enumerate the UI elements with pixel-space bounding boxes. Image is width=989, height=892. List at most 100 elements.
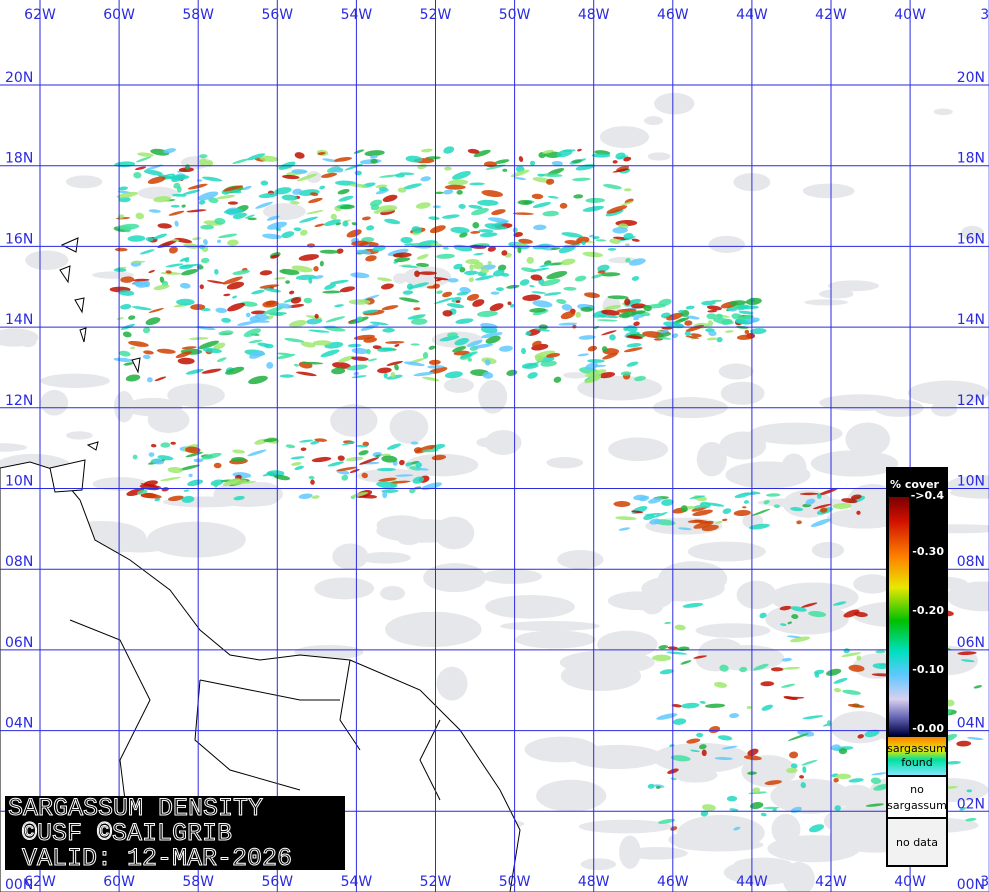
patch bbox=[623, 188, 632, 192]
lat-label: 00N bbox=[5, 877, 33, 892]
patch bbox=[630, 303, 647, 309]
patch bbox=[321, 172, 338, 178]
patch bbox=[634, 375, 646, 382]
patch bbox=[612, 168, 630, 173]
patch bbox=[759, 612, 767, 619]
patch bbox=[147, 176, 166, 184]
cloud bbox=[306, 171, 322, 183]
patch bbox=[223, 293, 231, 297]
patch bbox=[118, 223, 140, 230]
cloud bbox=[577, 375, 663, 401]
patch bbox=[279, 374, 295, 378]
patch bbox=[671, 333, 679, 339]
patch bbox=[248, 375, 268, 385]
patch bbox=[387, 248, 409, 256]
patch bbox=[402, 290, 414, 295]
patch bbox=[591, 153, 611, 158]
cloud bbox=[557, 550, 604, 569]
cloud bbox=[563, 372, 588, 379]
cloud bbox=[802, 183, 855, 199]
patch bbox=[285, 280, 290, 284]
patch bbox=[813, 669, 825, 675]
cloud bbox=[571, 744, 663, 770]
patch bbox=[300, 447, 307, 451]
patch bbox=[181, 495, 195, 503]
patch bbox=[227, 201, 239, 205]
patch bbox=[704, 703, 726, 708]
cloud bbox=[515, 630, 596, 649]
lat-label: 10N bbox=[5, 474, 33, 490]
title-box: SARGASSUM DENSITY ©USF ©SAILGRIB VALID: … bbox=[5, 794, 345, 874]
patch bbox=[680, 505, 688, 513]
cloud bbox=[845, 422, 891, 457]
patch bbox=[716, 313, 723, 320]
lon-label: 50W bbox=[499, 874, 531, 890]
patch bbox=[649, 518, 661, 525]
patch bbox=[706, 313, 717, 320]
patch bbox=[497, 264, 507, 272]
cloud bbox=[647, 152, 671, 161]
patch bbox=[341, 441, 355, 446]
patch bbox=[615, 516, 637, 521]
patch bbox=[625, 257, 631, 263]
patch bbox=[817, 487, 839, 496]
patch bbox=[507, 301, 512, 306]
patch bbox=[185, 446, 201, 454]
patch bbox=[746, 706, 752, 709]
patch bbox=[452, 346, 466, 353]
patch bbox=[551, 160, 564, 166]
patch bbox=[781, 683, 796, 688]
patch bbox=[601, 309, 620, 316]
patch bbox=[135, 212, 145, 220]
lon-label: 54W bbox=[341, 7, 373, 23]
patch bbox=[298, 493, 313, 499]
patch bbox=[531, 193, 544, 200]
patch bbox=[471, 208, 489, 216]
patch bbox=[484, 223, 505, 230]
cloud bbox=[725, 461, 811, 489]
patch bbox=[292, 188, 303, 195]
patch bbox=[248, 339, 263, 344]
patch bbox=[113, 268, 127, 272]
patch bbox=[412, 315, 424, 318]
patch bbox=[847, 703, 865, 708]
patch bbox=[833, 777, 839, 783]
patch bbox=[400, 236, 413, 244]
patch bbox=[408, 282, 429, 289]
patch bbox=[678, 527, 692, 531]
patch bbox=[413, 447, 422, 453]
patch bbox=[300, 229, 308, 236]
patch bbox=[561, 304, 573, 311]
patch bbox=[308, 329, 330, 333]
cloud bbox=[819, 394, 901, 412]
patch bbox=[165, 270, 172, 274]
patch bbox=[269, 312, 284, 316]
cloud bbox=[25, 250, 69, 271]
patch bbox=[773, 504, 780, 509]
cloud bbox=[0, 328, 39, 347]
lat-label: 06N bbox=[957, 635, 985, 651]
patch bbox=[728, 300, 747, 306]
patch bbox=[373, 210, 380, 214]
patch bbox=[289, 290, 295, 295]
patch bbox=[378, 186, 388, 192]
patch bbox=[511, 242, 531, 247]
patch bbox=[208, 197, 219, 204]
patch bbox=[296, 371, 317, 377]
patch bbox=[416, 467, 429, 471]
patch bbox=[680, 660, 692, 665]
patch bbox=[346, 229, 362, 238]
lon-label: 42W bbox=[815, 7, 847, 23]
patch bbox=[500, 273, 510, 277]
patch bbox=[467, 357, 473, 362]
patch bbox=[487, 260, 492, 265]
patch bbox=[530, 267, 550, 272]
patch bbox=[444, 166, 452, 171]
patch bbox=[664, 621, 671, 625]
patch bbox=[713, 317, 734, 325]
patch bbox=[351, 347, 369, 354]
patch bbox=[130, 346, 136, 350]
patch bbox=[338, 195, 354, 202]
patch bbox=[684, 320, 693, 326]
patch bbox=[558, 322, 578, 326]
